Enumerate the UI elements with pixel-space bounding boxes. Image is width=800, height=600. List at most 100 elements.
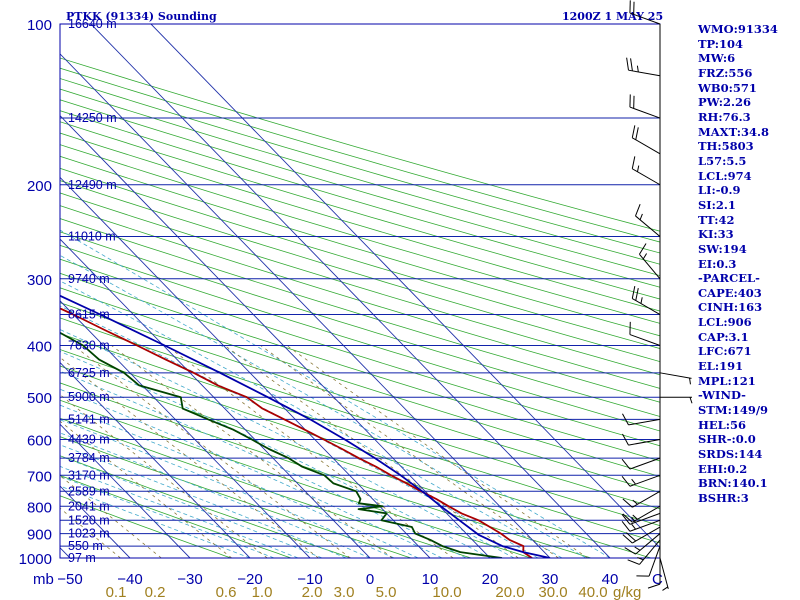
wind-barb — [627, 539, 661, 565]
sounding-indices-panel: WMO:91334 TP:104 MW:6 FRZ:556 WB0:571 PW:2.26… — [698, 22, 798, 506]
moist-adiabat — [60, 485, 251, 558]
index-line: LCL:906 — [698, 315, 752, 330]
index-line: CAP:3.1 — [698, 329, 749, 344]
isotherm-line — [60, 176, 431, 558]
temperature-tick-label: −20 — [237, 571, 262, 588]
index-line: SRDS:144 — [698, 447, 763, 462]
moist-adiabat — [60, 444, 347, 558]
wind-barb — [659, 557, 669, 591]
index-line: CINH:163 — [698, 300, 763, 315]
index-line: -PARCEL- — [698, 271, 760, 286]
temperature-tick-label: 10 — [422, 571, 439, 588]
index-line: SI:2.1 — [698, 197, 736, 212]
sounding-profiles — [60, 294, 551, 558]
index-line: LCL:974 — [698, 168, 752, 183]
wind-barb — [629, 94, 661, 119]
wind-barb — [621, 457, 661, 470]
chart-axes: PTKK (91334) Sounding 1200Z 1 MAY 25 mb … — [33, 10, 663, 600]
index-line: LI:-0.9 — [698, 183, 741, 198]
chart-title: PTKK (91334) Sounding — [66, 10, 217, 23]
index-line: TH:5803 — [698, 139, 754, 154]
height-label: 2589 m — [68, 484, 110, 498]
wind-barb — [629, 321, 661, 346]
index-line: SHR-:0.0 — [698, 432, 756, 447]
wind-barb — [660, 396, 693, 404]
pressure-tick-label: 600 — [27, 433, 52, 450]
isotherm-line — [60, 238, 371, 558]
pressure-tick-label: 1000 — [19, 551, 52, 568]
axis-tick-labels: 16640 m 14250 m 12490 m 11010 m 9740 m 8615 m… — [19, 17, 619, 600]
height-label: 3170 m — [68, 468, 110, 482]
height-label: 6725 m — [68, 366, 110, 380]
mixing-ratio-tick-label: 3.0 — [334, 584, 355, 600]
parcel-profile — [60, 294, 551, 558]
wind-barb — [626, 57, 661, 77]
mixing-ratio-tick-label: 30.0 — [538, 584, 567, 600]
temperature-profile — [60, 307, 533, 558]
index-line: STM:149/9 — [698, 403, 769, 418]
index-line: -WIND- — [698, 388, 746, 403]
chart-time-label: 1200Z 1 MAY 25 — [562, 10, 663, 23]
wind-barb — [622, 526, 661, 544]
height-label: 5900 m — [68, 390, 110, 404]
height-label: 2041 m — [68, 499, 110, 513]
mixing-ratio-tick-label: 2.0 — [302, 584, 323, 600]
mixing-ratio-unit-label: g/kg — [613, 584, 641, 600]
height-label: 12490 m — [68, 178, 117, 192]
mixing-ratio-tick-label: 5.0 — [376, 584, 397, 600]
dewpoint-profile — [60, 331, 503, 558]
pressure-tick-label: 100 — [27, 17, 52, 34]
mixing-ratio-tick-label: 40.0 — [578, 584, 607, 600]
wind-barb — [635, 203, 661, 237]
wind-barb — [622, 505, 661, 523]
temperature-tick-label: −50 — [57, 571, 82, 588]
dry-adiabat — [60, 333, 660, 527]
wind-barb — [624, 533, 661, 555]
wind-barb — [621, 474, 661, 487]
isotherm-line — [60, 361, 251, 558]
height-label: 4439 m — [68, 433, 110, 447]
wind-barb — [629, 0, 661, 25]
wind-barb — [631, 125, 661, 155]
wind-barb — [622, 490, 661, 508]
temperature-tick-label: 30 — [542, 571, 559, 588]
wind-barb-column — [621, 0, 693, 591]
index-line: MPL:121 — [698, 373, 756, 388]
wind-barb — [631, 286, 661, 315]
temperature-tick-label: 0 — [366, 571, 374, 588]
index-line: MAXT:34.8 — [698, 124, 769, 139]
temperature-tick-label: 40 — [602, 571, 619, 588]
index-line: EL:191 — [698, 359, 744, 374]
pressure-tick-label: 500 — [27, 390, 52, 407]
index-line: TP:104 — [698, 36, 744, 51]
mixing-ratio-tick-label: 1.0 — [252, 584, 273, 600]
mixing-ratio-line — [224, 345, 519, 558]
index-line: EI:0.3 — [698, 256, 737, 271]
index-line: FRZ:556 — [698, 65, 753, 80]
isotherm-line — [60, 300, 311, 558]
index-line: MW:6 — [698, 51, 736, 66]
height-label: 97 m — [68, 551, 96, 565]
height-label: 550 m — [68, 539, 103, 553]
pressure-tick-label: 900 — [27, 527, 52, 544]
pressure-tick-label: 300 — [27, 272, 52, 289]
plot-frame — [59, 23, 661, 559]
pressure-tick-label: 800 — [27, 499, 52, 516]
moist-adiabat — [60, 475, 275, 558]
index-line: TT:42 — [698, 212, 735, 227]
pressure-tick-label: 400 — [27, 339, 52, 356]
wind-barb — [622, 413, 661, 426]
moist-adiabat — [60, 229, 611, 558]
wind-barb — [621, 519, 661, 532]
mixing-ratio-tick-label: 0.6 — [216, 584, 237, 600]
height-label: 9740 m — [68, 272, 110, 286]
moist-adiabat — [60, 465, 299, 558]
temperature-tick-label: −30 — [177, 571, 202, 588]
height-label: 5141 m — [68, 412, 110, 426]
mixing-ratio-tick-label: 0.1 — [106, 584, 127, 600]
mixing-ratio-tick-label: 20.0 — [495, 584, 524, 600]
wind-barb — [636, 545, 661, 577]
index-line: LFC:671 — [698, 344, 752, 359]
dry-adiabat — [60, 436, 412, 558]
